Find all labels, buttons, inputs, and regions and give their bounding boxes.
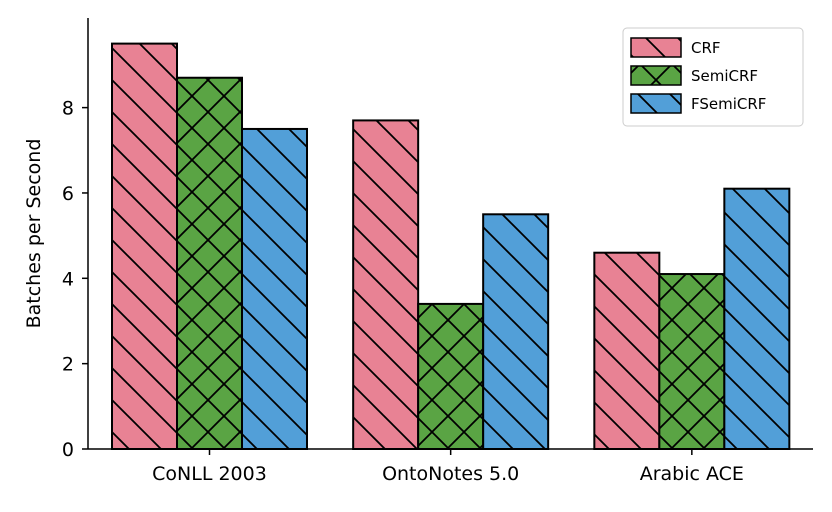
x-tick-label: Arabic ACE <box>640 463 744 485</box>
bar-semicrf-ontonotes-5-0 <box>417 302 485 450</box>
bar-semicrf-conll-2003 <box>176 76 243 450</box>
bar-crf-arabic-ace <box>593 251 661 450</box>
bars-group <box>111 42 791 451</box>
bar-crf-ontonotes-5-0 <box>352 119 420 451</box>
bar-crf-conll-2003 <box>111 42 178 450</box>
bar-semicrf-arabic-ace <box>658 273 726 451</box>
x-tick-label: CoNLL 2003 <box>152 463 267 485</box>
x-tick-label: OntoNotes 5.0 <box>382 463 519 485</box>
bar-fsemicrf-ontonotes-5-0 <box>482 213 550 450</box>
legend: CRF SemiCRF FSemiCRF <box>622 27 804 127</box>
y-tick-label: 4 <box>62 268 74 290</box>
y-tick-label: 2 <box>62 354 74 376</box>
y-tick-label: 8 <box>62 98 74 120</box>
axes-group: CoNLL 2003 OntoNotes 5.0 Arabic ACE 0 2 4 6 8 <box>62 18 813 485</box>
legend-swatch-semicrf <box>630 65 682 86</box>
bar-fsemicrf-arabic-ace <box>723 187 791 451</box>
legend-label-semicrf: SemiCRF <box>691 67 758 85</box>
y-tick-label: 6 <box>62 183 74 205</box>
y-axis-title: Batches per Second <box>23 139 45 329</box>
legend-label-fsemicrf: FSemiCRF <box>691 95 766 113</box>
legend-label-crf: CRF <box>691 39 721 57</box>
y-tick-label: 0 <box>62 439 74 461</box>
bar-fsemicrf-conll-2003 <box>241 127 308 450</box>
legend-swatch-crf <box>630 37 682 58</box>
legend-swatch-fsemicrf <box>630 93 682 114</box>
